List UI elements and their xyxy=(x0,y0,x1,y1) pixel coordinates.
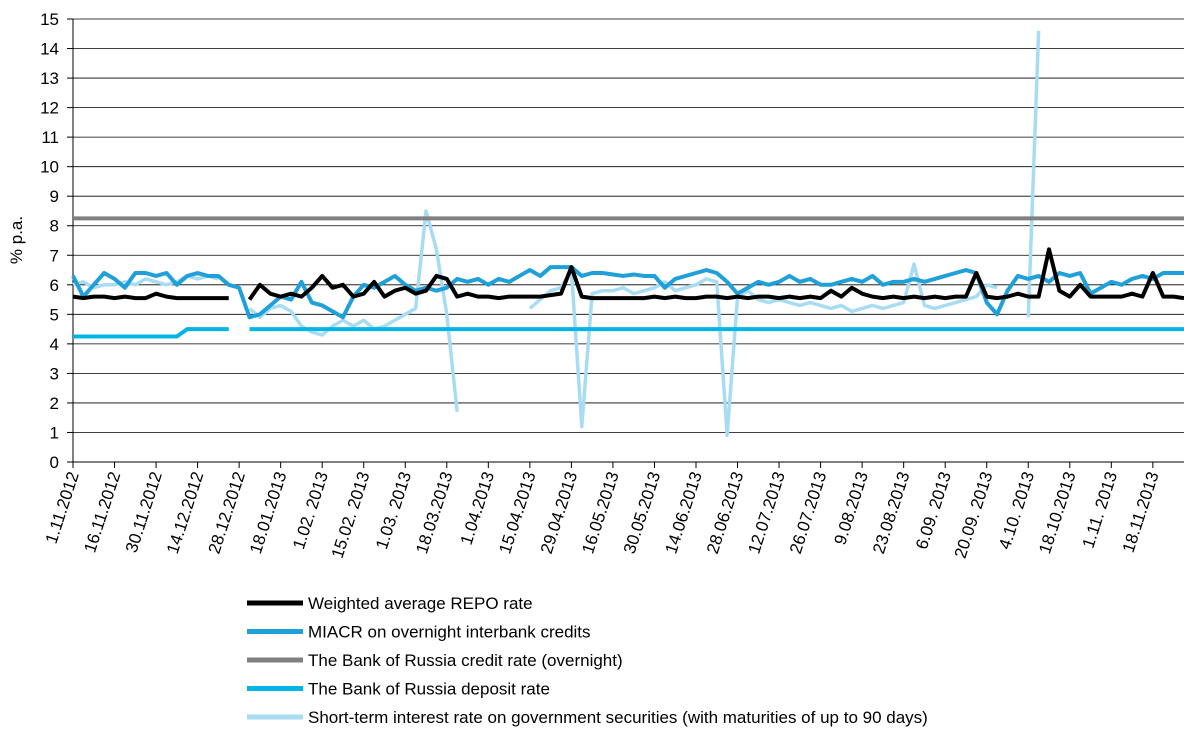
x-tick-label: 16.11.2012 xyxy=(80,469,124,555)
y-tick-label: 14 xyxy=(40,40,59,59)
x-tick-label: 1.03. 2013 xyxy=(372,469,415,551)
y-tick-label: 3 xyxy=(50,364,59,383)
x-tick-label: 29.04.2013 xyxy=(537,469,581,556)
legend-label: Weighted average REPO rate xyxy=(308,594,533,613)
x-tick-label: 18.01.2013 xyxy=(246,469,290,556)
x-tick-label: 4.10. 2013 xyxy=(995,469,1038,551)
legend-label: The Bank of Russia credit rate (overnigh… xyxy=(308,651,623,670)
x-tick-label: 18.11.2013 xyxy=(1119,469,1163,555)
series-line xyxy=(73,327,229,339)
x-tick-label: 28.12.2012 xyxy=(205,469,249,556)
x-tick-label: 23.08.2013 xyxy=(869,469,913,556)
y-tick-label: 2 xyxy=(50,394,59,413)
legend-label: MIACR on overnight interbank credits xyxy=(308,623,591,642)
x-tick-label: 16.05.2013 xyxy=(578,469,622,556)
legend-label: Short-term interest rate on government s… xyxy=(308,708,928,727)
x-tick-label: 30.05.2013 xyxy=(620,469,664,556)
y-tick-label: 11 xyxy=(41,128,59,147)
x-tick-label: 1.11. 2013 xyxy=(1079,469,1122,550)
x-tick-label: 20.09. 2013 xyxy=(951,469,997,560)
y-tick-label: 1 xyxy=(50,423,59,442)
x-tick-label: 1.04.2013 xyxy=(457,469,498,547)
x-tick-label: 14.06.2013 xyxy=(661,469,705,556)
y-tick-label: 5 xyxy=(50,305,59,324)
y-tick-label: 13 xyxy=(40,69,59,88)
legend-label: The Bank of Russia deposit rate xyxy=(308,680,550,699)
y-tick-label: 8 xyxy=(50,217,59,236)
x-tick-label: 1.11.2012 xyxy=(42,469,83,546)
y-tick-label: 4 xyxy=(50,335,59,354)
x-tick-label: 18.10.2013 xyxy=(1035,469,1079,556)
y-axis-label: % p.a. xyxy=(7,216,26,264)
x-tick-label: 12.07.2013 xyxy=(744,469,788,556)
x-tick-label: 15.04.2013 xyxy=(495,469,539,556)
y-tick-label: 0 xyxy=(50,453,59,472)
x-tick-label: 6.09. 2013 xyxy=(912,469,955,551)
y-tick-label: 10 xyxy=(40,158,59,177)
y-tick-label: 9 xyxy=(50,187,59,206)
y-tick-label: 12 xyxy=(40,99,59,118)
series-line xyxy=(72,274,219,290)
x-tick-label: 9.08.2013 xyxy=(830,469,871,547)
x-tick-label: 28.06.2013 xyxy=(703,469,747,556)
series-line xyxy=(72,291,229,301)
x-tick-label: 15.02. 2013 xyxy=(328,469,374,560)
series-line xyxy=(1026,30,1041,318)
x-tick-label: 18.03.2013 xyxy=(412,469,456,556)
y-tick-label: 15 xyxy=(40,10,59,29)
series-line xyxy=(71,265,1184,320)
x-tick-label: 14.12.2012 xyxy=(163,469,207,556)
series-line xyxy=(528,262,998,438)
x-tick-label: 26.07.2013 xyxy=(786,469,830,556)
series-line xyxy=(248,209,459,412)
x-tick-label: 1.02. 2013 xyxy=(289,469,332,551)
series-line xyxy=(247,247,1184,301)
y-tick-label: 7 xyxy=(50,246,59,265)
x-tick-label: 30.11.2012 xyxy=(122,469,166,555)
y-tick-label: 6 xyxy=(50,276,59,295)
